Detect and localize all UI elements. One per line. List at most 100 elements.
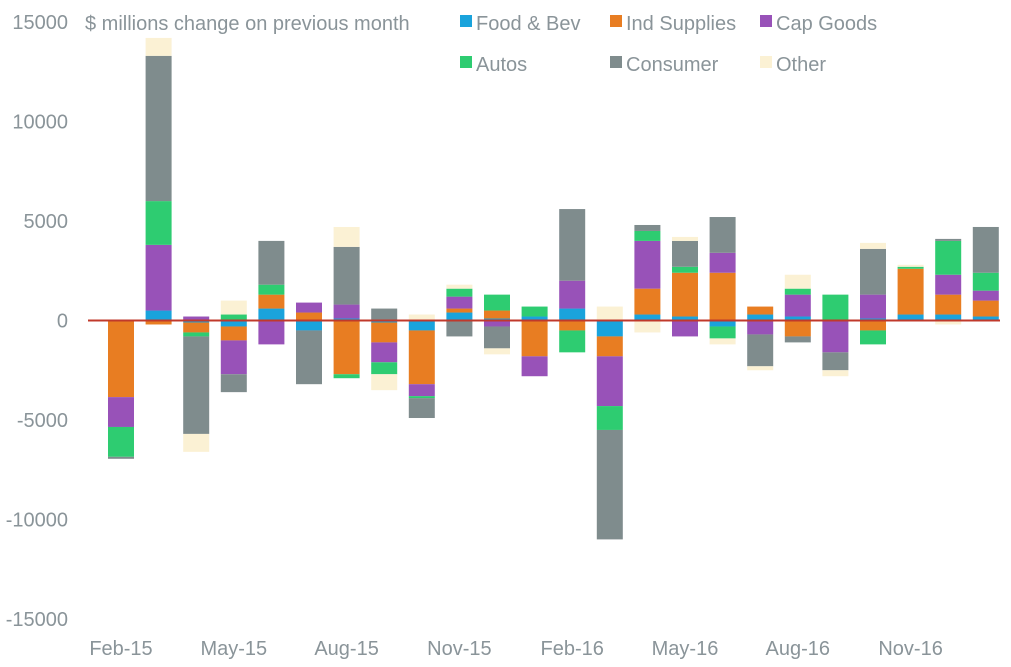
y-tick-label: 0 <box>57 311 68 333</box>
bar-segment-food-bev-apr-16 <box>634 314 661 321</box>
bar-segment-consumer-jan-17 <box>972 226 999 273</box>
bar-segment-consumer-apr-16 <box>634 224 661 231</box>
x-tick-label: Aug-15 <box>314 638 379 660</box>
y-tick-label: 15000 <box>12 12 68 34</box>
bar-segment-food-bev-may-15 <box>220 320 247 327</box>
bar-segment-food-bev-may-16 <box>672 316 698 321</box>
bars <box>108 37 999 540</box>
bar-segment-ind-supplies-jan-16 <box>521 320 548 357</box>
bar-segment-ind-supplies-oct-16 <box>860 320 886 331</box>
bar-segment-other-apr-15 <box>183 433 210 452</box>
bar-segment-ind-supplies-jul-15 <box>296 312 322 321</box>
legend: Food & Bev Ind Supplies Cap Goods Autos Cons… <box>460 13 877 76</box>
bar-segment-ind-supplies-aug-16 <box>784 320 811 337</box>
bar-segment-ind-supplies-apr-16 <box>634 288 661 315</box>
bar-segment-ind-supplies-aug-15 <box>333 320 360 375</box>
bar-segment-autos-apr-16 <box>634 230 661 241</box>
bar-segment-other-oct-15 <box>408 314 435 321</box>
bar-segment-autos-jan-16 <box>521 306 548 317</box>
bar-segment-cap-goods-sep-16 <box>822 320 849 353</box>
bar-segment-other-oct-16 <box>860 242 886 249</box>
bar-segment-food-bev-jul-16 <box>747 314 774 321</box>
bar-segment-autos-aug-15 <box>333 374 360 379</box>
bar-segment-autos-jun-15 <box>258 284 285 295</box>
legend-label-consumer: Consumer <box>626 54 719 76</box>
bar-segment-cap-goods-jul-15 <box>296 302 322 313</box>
bar-segment-cap-goods-aug-15 <box>333 304 360 319</box>
bar-segment-autos-nov-15 <box>446 288 473 297</box>
bar-segment-consumer-feb-15 <box>108 456 134 459</box>
bar-segment-ind-supplies-nov-15 <box>446 308 473 313</box>
bar-segment-other-may-16 <box>672 236 698 241</box>
bar-segment-food-bev-nov-16 <box>897 314 924 321</box>
bar-segment-ind-supplies-jul-16 <box>747 306 774 315</box>
bar-segment-cap-goods-dec-16 <box>935 274 962 295</box>
bar-segment-autos-sep-16 <box>822 294 849 321</box>
bar-segment-consumer-feb-16 <box>559 209 586 281</box>
legend-swatch-cap-goods <box>760 15 772 27</box>
y-tick-label: 10000 <box>12 112 68 134</box>
y-tick-label: -5000 <box>17 410 68 432</box>
bar-segment-consumer-mar-15 <box>145 55 172 202</box>
bar-segment-consumer-jun-16 <box>709 217 736 253</box>
bar-segment-other-jun-16 <box>709 338 736 345</box>
bar-segment-autos-oct-15 <box>408 396 435 399</box>
bar-segment-other-aug-16 <box>784 274 811 289</box>
bar-segment-consumer-nov-15 <box>446 320 473 337</box>
bar-segment-other-aug-15 <box>333 226 360 247</box>
bar-segment-consumer-mar-16 <box>596 429 623 540</box>
bar-segment-cap-goods-apr-15 <box>183 316 210 321</box>
bar-segment-consumer-apr-15 <box>183 336 210 434</box>
bar-segment-autos-nov-16 <box>897 266 924 269</box>
bar-segment-autos-dec-15 <box>484 294 510 311</box>
legend-swatch-ind-supplies <box>610 15 622 27</box>
bar-segment-ind-supplies-mar-16 <box>596 336 623 357</box>
x-tick-label: Feb-16 <box>541 638 604 660</box>
y-tick-label: -10000 <box>6 510 68 532</box>
bar-segment-ind-supplies-apr-15 <box>183 322 210 333</box>
bar-segment-consumer-jul-16 <box>747 334 774 367</box>
bar-segment-cap-goods-mar-15 <box>145 244 172 311</box>
x-tick-label: Aug-16 <box>766 638 831 660</box>
bar-segment-autos-may-16 <box>672 266 698 273</box>
bar-segment-autos-may-15 <box>220 314 247 321</box>
bar-segment-consumer-dec-15 <box>484 326 510 349</box>
bar-segment-other-apr-16 <box>634 320 661 333</box>
bar-segment-ind-supplies-sep-15 <box>371 322 398 343</box>
bar-segment-other-dec-15 <box>484 348 510 355</box>
bar-segment-other-nov-16 <box>897 264 924 267</box>
bar-segment-other-may-15 <box>220 300 247 315</box>
legend-label-food-bev: Food & Bev <box>476 13 581 35</box>
bar-segment-ind-supplies-feb-16 <box>559 320 586 331</box>
bar-segment-consumer-oct-16 <box>860 248 886 295</box>
bar-segment-food-bev-mar-16 <box>596 320 623 337</box>
bar-segment-autos-mar-15 <box>145 201 172 245</box>
bar-segment-ind-supplies-jun-16 <box>709 272 736 321</box>
bar-segment-food-bev-jan-17 <box>972 316 999 321</box>
bar-segment-other-mar-16 <box>596 306 623 321</box>
bar-segment-ind-supplies-nov-16 <box>897 268 924 315</box>
bar-segment-ind-supplies-dec-16 <box>935 294 962 315</box>
x-tick-label: Nov-16 <box>878 638 942 660</box>
bar-segment-cap-goods-feb-15 <box>108 397 134 427</box>
bar-segment-consumer-jun-15 <box>258 240 285 285</box>
bar-segment-food-bev-feb-16 <box>559 308 586 321</box>
bar-segment-ind-supplies-feb-15 <box>108 321 134 398</box>
bar-segment-cap-goods-mar-16 <box>596 356 623 407</box>
bar-segment-other-sep-16 <box>822 370 849 377</box>
bar-segment-food-bev-aug-16 <box>784 316 811 321</box>
legend-label-autos: Autos <box>476 54 527 76</box>
bar-segment-consumer-aug-15 <box>333 246 360 305</box>
bar-segment-ind-supplies-may-15 <box>220 326 247 341</box>
bar-segment-cap-goods-jul-16 <box>747 320 774 335</box>
bar-segment-consumer-dec-16 <box>935 238 962 241</box>
bar-segment-food-bev-jun-16 <box>709 320 736 327</box>
bar-segment-autos-sep-15 <box>371 362 398 375</box>
bar-segment-food-bev-jan-16 <box>521 316 548 321</box>
bar-segment-cap-goods-may-16 <box>672 320 698 337</box>
bar-segment-consumer-jul-15 <box>296 330 322 385</box>
x-tick-label: Feb-15 <box>89 638 152 660</box>
bar-segment-cap-goods-aug-16 <box>784 294 811 317</box>
bar-segment-autos-dec-16 <box>935 240 962 275</box>
